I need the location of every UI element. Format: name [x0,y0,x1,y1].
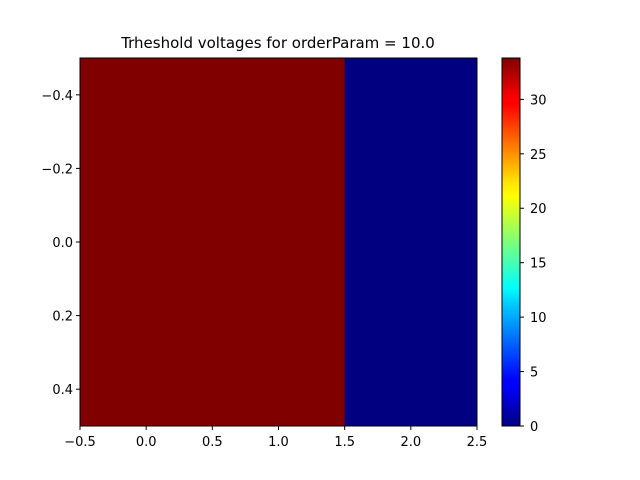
y-tick-label: 0.0 [52,236,73,251]
x-tick-label: 2.0 [400,435,421,450]
heatmap-cell [212,58,346,426]
x-tick-label: 2.5 [467,435,488,450]
colorbar-tick-label: 10 [530,311,547,326]
x-tick-label: 1.5 [334,435,355,450]
y-tick-label: −0.2 [41,162,73,177]
colorbar-tick-label: 25 [530,148,547,163]
heatmap-cell [344,58,478,426]
y-tick-label: 0.4 [52,383,73,398]
y-axis: −0.4 −0.2 0.0 0.2 0.4 [41,89,80,398]
heatmap-cells [80,58,478,426]
colorbar-tick-label: 5 [530,366,538,381]
colorbar-tick-label: 15 [530,257,547,272]
colorbar-tick-label: 0 [530,420,538,435]
x-tick-label: 1.0 [268,435,289,450]
colorbar-tick-label: 30 [530,93,547,108]
heatmap-cell [80,58,213,426]
colorbar-tick-label: 20 [530,202,547,217]
y-tick-label: 0.2 [52,310,73,325]
chart-title: Trheshold voltages for orderParam = 10.0 [120,34,435,52]
x-axis: −0.5 0.0 0.5 1.0 1.5 2.0 2.5 [64,426,487,450]
colorbar-axis: 0 5 10 15 20 25 30 [520,93,547,435]
colorbar [501,57,521,427]
x-tick-label: 0.0 [136,435,157,450]
y-tick-label: −0.4 [41,89,73,104]
x-tick-label: 0.5 [202,435,223,450]
x-tick-label: −0.5 [64,435,96,450]
